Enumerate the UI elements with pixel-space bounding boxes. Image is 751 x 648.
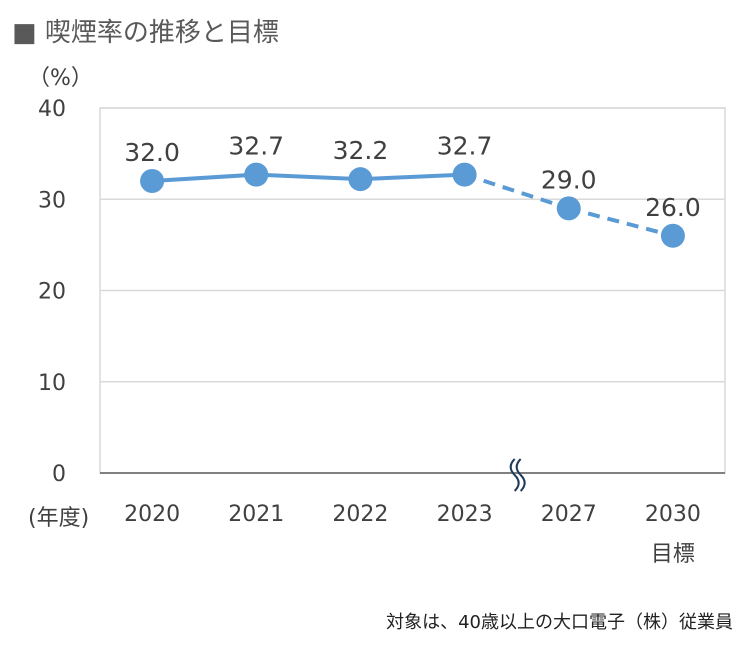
y-tick-label: 20 xyxy=(38,280,66,305)
data-point xyxy=(556,196,581,221)
y-tick-label: 10 xyxy=(38,371,66,396)
x-tick-label: 2020 xyxy=(124,502,180,527)
data-label: 29.0 xyxy=(541,165,597,194)
axis-break-icon xyxy=(515,458,526,492)
actual-line-segment xyxy=(151,172,257,183)
footnote: 対象は、40歳以上の大口電子（株）従業員 xyxy=(386,612,733,633)
data-label: 32.7 xyxy=(437,132,493,161)
y-tick-label: 30 xyxy=(38,188,66,213)
data-label: 32.2 xyxy=(333,136,389,165)
axis-break-icon xyxy=(509,458,520,492)
data-point xyxy=(140,169,165,193)
data-point xyxy=(348,167,373,192)
data-label: 26.0 xyxy=(645,193,701,222)
y-axis-unit: （%） xyxy=(28,66,93,91)
data-point xyxy=(452,162,477,187)
x-tick-label: 2030 xyxy=(645,502,701,527)
y-tick-label: 40 xyxy=(38,97,66,122)
data-label: 32.7 xyxy=(228,132,284,161)
x-axis-label: (年度) xyxy=(28,506,90,531)
x-tick-label: 2021 xyxy=(228,502,284,527)
y-tick-label: 0 xyxy=(52,462,66,487)
x-tick-label: 2027 xyxy=(541,502,597,527)
chart-title: ■ 喫煙率の推移と目標 xyxy=(12,18,279,48)
x-tick-label: 2022 xyxy=(332,502,388,527)
actual-line-segment xyxy=(360,172,465,182)
target-line-segment xyxy=(568,206,674,238)
x-tick-sublabel: 目標 xyxy=(651,542,695,567)
x-tick-label: 2023 xyxy=(437,502,493,527)
data-label: 32.0 xyxy=(124,138,180,167)
target-line-segment xyxy=(463,172,570,211)
data-point xyxy=(660,223,685,248)
actual-line-segment xyxy=(256,172,361,182)
data-point xyxy=(244,162,269,187)
